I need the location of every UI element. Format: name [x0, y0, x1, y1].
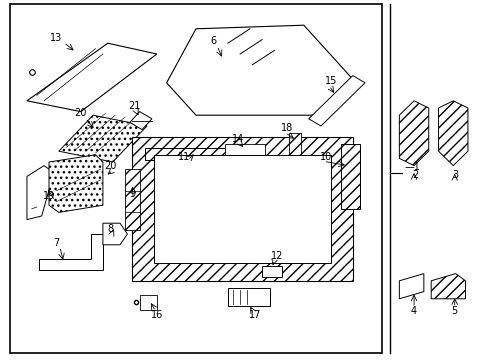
Bar — [10, 4, 382, 353]
Polygon shape — [49, 155, 103, 212]
Text: 3: 3 — [453, 170, 459, 180]
Polygon shape — [59, 115, 147, 162]
Text: 18: 18 — [280, 123, 293, 133]
Text: 6: 6 — [210, 36, 216, 46]
Polygon shape — [289, 133, 301, 158]
Text: 11: 11 — [177, 152, 190, 162]
Text: 13: 13 — [50, 33, 63, 43]
Polygon shape — [39, 234, 103, 270]
Text: 16: 16 — [151, 310, 163, 320]
Text: 20: 20 — [104, 161, 117, 171]
Text: 21: 21 — [128, 101, 141, 111]
Text: 5: 5 — [452, 306, 458, 316]
Text: 7: 7 — [53, 238, 59, 248]
Polygon shape — [399, 274, 424, 299]
Text: 10: 10 — [320, 152, 332, 162]
Polygon shape — [309, 76, 365, 126]
Text: 19: 19 — [43, 191, 55, 201]
Polygon shape — [399, 101, 429, 166]
Polygon shape — [262, 266, 282, 277]
Polygon shape — [225, 144, 265, 158]
Text: —1: —1 — [405, 162, 420, 172]
Text: 2: 2 — [412, 170, 418, 180]
Polygon shape — [125, 169, 140, 230]
Polygon shape — [145, 148, 255, 160]
Text: 9: 9 — [129, 189, 135, 199]
Polygon shape — [27, 43, 157, 112]
Text: 12: 12 — [270, 251, 283, 261]
Polygon shape — [27, 166, 54, 220]
Text: 8: 8 — [107, 224, 113, 234]
Polygon shape — [130, 112, 152, 130]
Text: 17: 17 — [248, 310, 261, 320]
Polygon shape — [140, 295, 157, 310]
Polygon shape — [154, 155, 331, 263]
Bar — [394, 36, 475, 180]
Polygon shape — [167, 25, 353, 115]
Text: 4: 4 — [411, 306, 417, 316]
Polygon shape — [439, 101, 468, 166]
Polygon shape — [431, 274, 465, 299]
Text: 20: 20 — [74, 108, 87, 118]
Text: 15: 15 — [324, 76, 337, 86]
Polygon shape — [103, 223, 127, 245]
Text: 14: 14 — [232, 134, 244, 144]
Polygon shape — [132, 137, 353, 281]
Polygon shape — [228, 288, 270, 306]
Polygon shape — [341, 144, 360, 209]
